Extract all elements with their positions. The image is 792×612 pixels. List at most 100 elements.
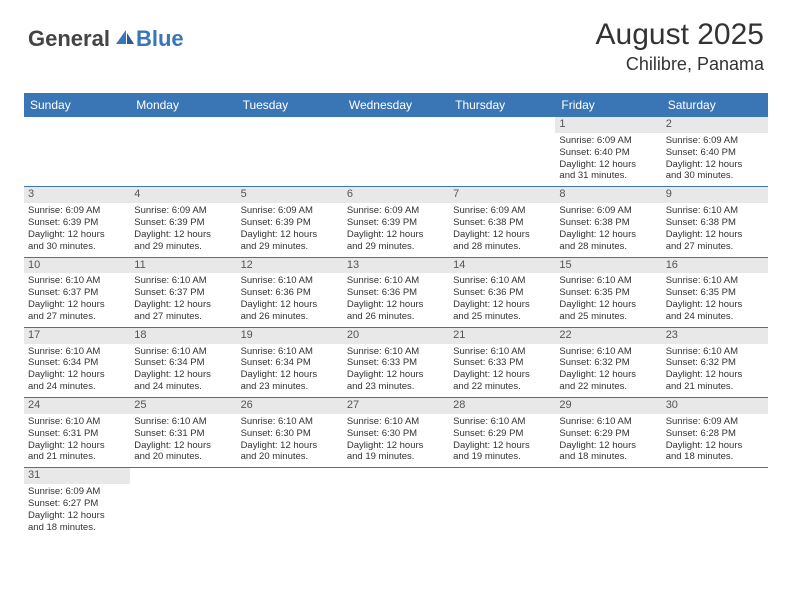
day-number-bar: 3 [24,187,130,203]
day-number: 14 [453,259,465,271]
sunset-line: Sunset: 6:29 PM [453,428,551,440]
sunrise-line: Sunrise: 6:10 AM [666,275,764,287]
sunset-line: Sunset: 6:35 PM [666,287,764,299]
daylight-line: and 26 minutes. [347,311,445,323]
day-cell: 20Sunrise: 6:10 AMSunset: 6:33 PMDayligh… [343,328,449,397]
day-number-bar: 22 [555,328,661,344]
week-row: 10Sunrise: 6:10 AMSunset: 6:37 PMDayligh… [24,258,768,328]
day-info: Sunrise: 6:09 AMSunset: 6:27 PMDaylight:… [28,486,126,534]
sunset-line: Sunset: 6:34 PM [28,357,126,369]
day-cell: 16Sunrise: 6:10 AMSunset: 6:35 PMDayligh… [662,258,768,327]
day-cell: 23 Sunrise: 6:10 AMSunset: 6:32 PMDayligh… [662,328,768,397]
daylight-line: Daylight: 12 hours [559,440,657,452]
sunrise-line: Sunrise: 6:09 AM [241,205,339,217]
sunset-line: Sunset: 6:30 PM [347,428,445,440]
sunset-line: Sunset: 6:31 PM [134,428,232,440]
header: General Blue August 2025 Chilibre, Panam… [0,0,792,85]
sunset-line: Sunset: 6:32 PM [666,357,764,369]
day-number: 20 [347,329,359,341]
week-row: 1Sunrise: 6:09 AMSunset: 6:40 PMDaylight… [24,117,768,187]
day-cell: 6 Sunrise: 6:09 AMSunset: 6:39 PMDaylight… [343,187,449,256]
dow-monday: Monday [130,93,236,117]
sunrise-line: Sunrise: 6:09 AM [559,135,657,147]
daylight-line: Daylight: 12 hours [134,369,232,381]
day-number-bar: 24 [24,398,130,414]
dow-tuesday: Tuesday [237,93,343,117]
sunset-line: Sunset: 6:37 PM [28,287,126,299]
day-number-bar: 2 [662,117,768,133]
daylight-line: Daylight: 12 hours [453,369,551,381]
day-number-bar: 29 [555,398,661,414]
sunrise-line: Sunrise: 6:10 AM [134,416,232,428]
daylight-line: Daylight: 12 hours [134,299,232,311]
day-number-bar: 17 [24,328,130,344]
daylight-line: and 27 minutes. [28,311,126,323]
day-number-bar: 26 [237,398,343,414]
day-number: 18 [134,329,146,341]
day-cell: 19Sunrise: 6:10 AMSunset: 6:34 PMDayligh… [237,328,343,397]
day-cell: 14Sunrise: 6:10 AMSunset: 6:36 PMDayligh… [449,258,555,327]
day-number-bar: 13 [343,258,449,274]
daylight-line: and 21 minutes. [28,451,126,463]
day-number: 7 [453,188,459,200]
day-number-bar: 28 [449,398,555,414]
sunrise-line: Sunrise: 6:09 AM [347,205,445,217]
day-number-bar: 4 [130,187,236,203]
day-number: 5 [241,188,247,200]
day-number: 23 [666,329,678,341]
day-cell: 28 Sunrise: 6:10 AMSunset: 6:29 PMDayligh… [449,398,555,467]
day-number-bar: 18 [130,328,236,344]
day-info: Sunrise: 6:10 AMSunset: 6:32 PMDaylight:… [666,346,764,394]
dow-sunday: Sunday [24,93,130,117]
day-info: Sunrise: 6:10 AMSunset: 6:36 PMDaylight:… [241,275,339,323]
sunset-line: Sunset: 6:40 PM [559,147,657,159]
daylight-line: and 21 minutes. [666,381,764,393]
day-number: 11 [134,259,145,271]
day-info: Sunrise: 6:10 AMSunset: 6:34 PMDaylight:… [28,346,126,394]
day-number-bar: 12 [237,258,343,274]
day-number: 6 [347,188,353,200]
sunrise-line: Sunrise: 6:09 AM [666,416,764,428]
daylight-line: Daylight: 12 hours [347,299,445,311]
day-cell: 18 Sunrise: 6:10 AMSunset: 6:34 PMDayligh… [130,328,236,397]
day-info: Sunrise: 6:09 AMSunset: 6:38 PMDaylight:… [559,205,657,253]
day-number: 19 [241,329,253,341]
daylight-line: Daylight: 12 hours [559,299,657,311]
daylight-line: Daylight: 12 hours [28,229,126,241]
day-number-bar: 6 [343,187,449,203]
day-info: Sunrise: 6:10 AMSunset: 6:29 PMDaylight:… [453,416,551,464]
daylight-line: and 23 minutes. [241,381,339,393]
day-number: 2 [666,118,672,130]
sunrise-line: Sunrise: 6:10 AM [241,275,339,287]
daylight-line: and 28 minutes. [453,241,551,253]
day-number-bar: 14 [449,258,555,274]
empty-cell [24,117,130,186]
day-number: 16 [666,259,678,271]
empty-cell [130,117,236,186]
day-number-bar: 7 [449,187,555,203]
daylight-line: Daylight: 12 hours [453,299,551,311]
day-number-bar: 25 [130,398,236,414]
sunset-line: Sunset: 6:39 PM [28,217,126,229]
sunset-line: Sunset: 6:34 PM [134,357,232,369]
daylight-line: Daylight: 12 hours [453,440,551,452]
day-info: Sunrise: 6:10 AMSunset: 6:38 PMDaylight:… [666,205,764,253]
daylight-line: Daylight: 12 hours [347,229,445,241]
day-number-bar: 8 [555,187,661,203]
daylight-line: Daylight: 12 hours [347,440,445,452]
day-number: 15 [559,259,571,271]
day-cell: 22Sunrise: 6:10 AMSunset: 6:32 PMDayligh… [555,328,661,397]
logo: General Blue [28,26,184,52]
dow-friday: Friday [555,93,661,117]
daylight-line: Daylight: 12 hours [241,440,339,452]
sunrise-line: Sunrise: 6:10 AM [134,346,232,358]
empty-cell [237,117,343,186]
sunrise-line: Sunrise: 6:10 AM [241,346,339,358]
daylight-line: and 18 minutes. [559,451,657,463]
day-info: Sunrise: 6:09 AMSunset: 6:39 PMDaylight:… [347,205,445,253]
day-info: Sunrise: 6:10 AMSunset: 6:30 PMDaylight:… [347,416,445,464]
day-info: Sunrise: 6:09 AMSunset: 6:38 PMDaylight:… [453,205,551,253]
day-info: Sunrise: 6:09 AMSunset: 6:39 PMDaylight:… [134,205,232,253]
daylight-line: and 27 minutes. [134,311,232,323]
empty-cell [449,117,555,186]
